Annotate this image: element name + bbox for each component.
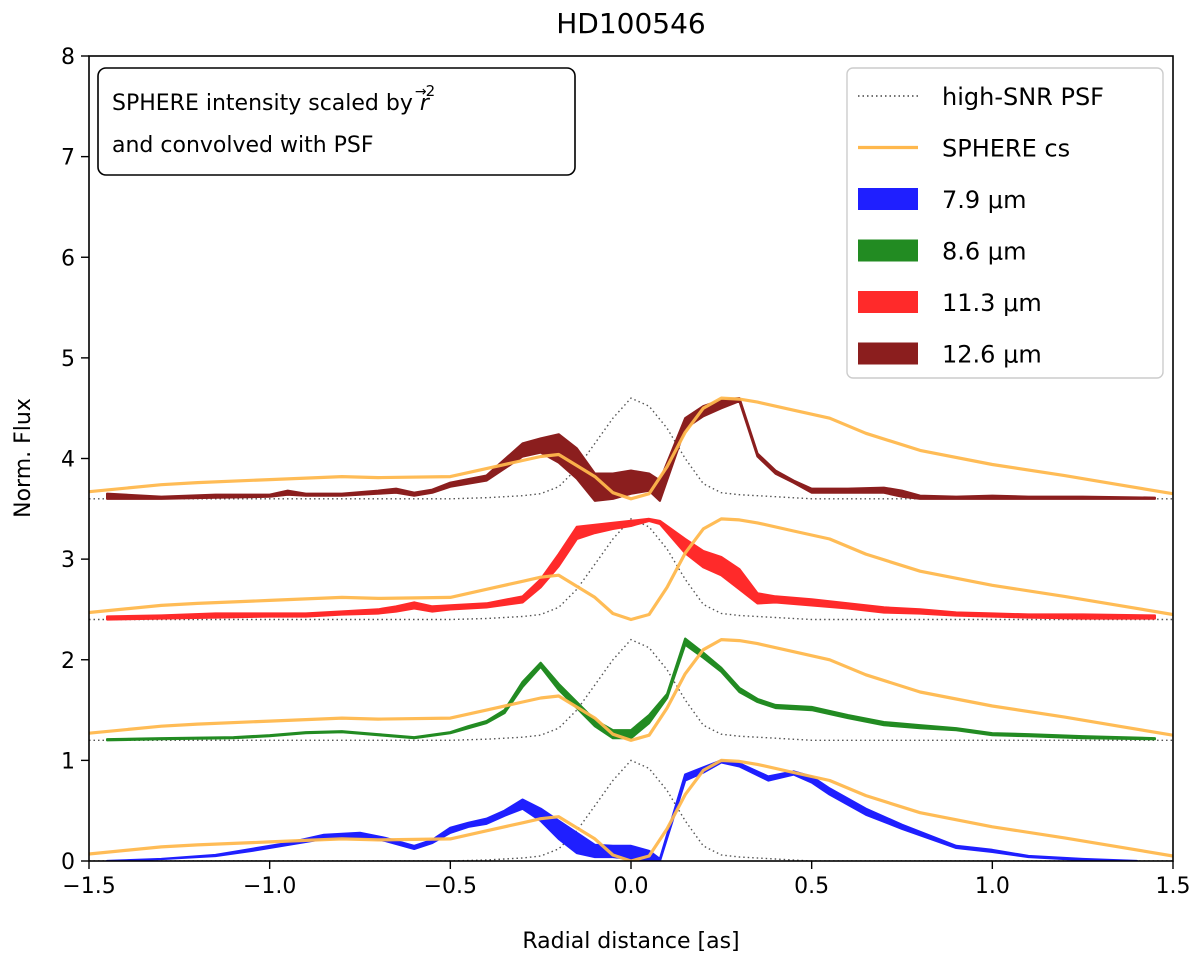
sphere-cs-curve-1 [89, 758, 1173, 861]
legend-swatch-band-3 [858, 291, 918, 313]
sphere-cs-curve-4 [89, 396, 1173, 501]
y-tick-label: 6 [61, 246, 75, 271]
annotation-frame [97, 67, 576, 176]
x-tick-label: 0.5 [794, 874, 829, 899]
y-axis-label: Norm. Flux [11, 398, 36, 518]
legend-label: 7.9 μm [942, 186, 1026, 214]
psf-curve-3 [89, 518, 1173, 621]
x-tick-label: −0.5 [424, 874, 477, 899]
sphere-cs-curve-3 [89, 517, 1173, 622]
y-tick-label: 2 [61, 649, 75, 674]
legend-label: SPHERE cs [942, 135, 1070, 163]
y-tick-label: 8 [61, 45, 75, 70]
plot-area [89, 396, 1173, 861]
band-3 [106, 517, 1156, 621]
x-tick-label: 0.0 [614, 874, 649, 899]
legend-label: high-SNR PSF [942, 83, 1104, 111]
y-tick-label: 3 [61, 548, 75, 573]
annotation-line-2: and convolved with PSF [112, 133, 374, 158]
annotation-sup: 2 [426, 82, 436, 100]
psf-curve-2 [89, 638, 1173, 741]
axis-ticks: −1.5 −1.0 −0.5 0.0 0.5 1.0 1.5 0 1 2 3 4 5 6 7 8 [61, 45, 1191, 899]
legend-label: 11.3 μm [942, 289, 1042, 317]
annotation-arrow: → [415, 84, 427, 100]
legend-swatch-band-2 [858, 239, 918, 262]
x-tick-label: −1.5 [62, 874, 115, 899]
legend-swatch-band-1 [858, 188, 918, 210]
x-tick-label: −1.0 [243, 874, 296, 899]
legend: high-SNR PSF SPHERE cs 7.9 μm 8.6 μm 11.3 μm… [846, 67, 1164, 379]
band-4 [106, 397, 1156, 502]
legend-swatch-band-4 [858, 342, 918, 365]
x-axis-label: Radial distance [as] [522, 929, 739, 954]
legend-label: 12.6 μm [942, 341, 1042, 369]
annotation-line-1: SPHERE intensity scaled by r→2 [112, 82, 435, 116]
band-1 [106, 759, 1138, 861]
annotation-box: SPHERE intensity scaled by r→2 and convo… [97, 67, 576, 176]
y-tick-label: 1 [61, 749, 75, 774]
annotation-prefix: SPHERE intensity scaled by [112, 91, 420, 116]
x-tick-label: 1.5 [1156, 874, 1191, 899]
legend-frame [846, 67, 1164, 379]
chart-title: HD100546 [556, 7, 706, 40]
y-tick-label: 0 [61, 850, 75, 875]
psf-curve-4 [89, 397, 1173, 500]
sphere-cs-curve-2 [89, 638, 1173, 742]
annotation-r: r [420, 91, 431, 116]
x-tick-label: 1.0 [975, 874, 1010, 899]
y-tick-label: 4 [61, 448, 75, 473]
band-2 [106, 637, 1156, 742]
psf-curve-1 [89, 759, 1173, 861]
y-tick-label: 5 [61, 347, 75, 372]
legend-label: 8.6 μm [942, 238, 1026, 266]
y-tick-label: 7 [61, 146, 75, 171]
